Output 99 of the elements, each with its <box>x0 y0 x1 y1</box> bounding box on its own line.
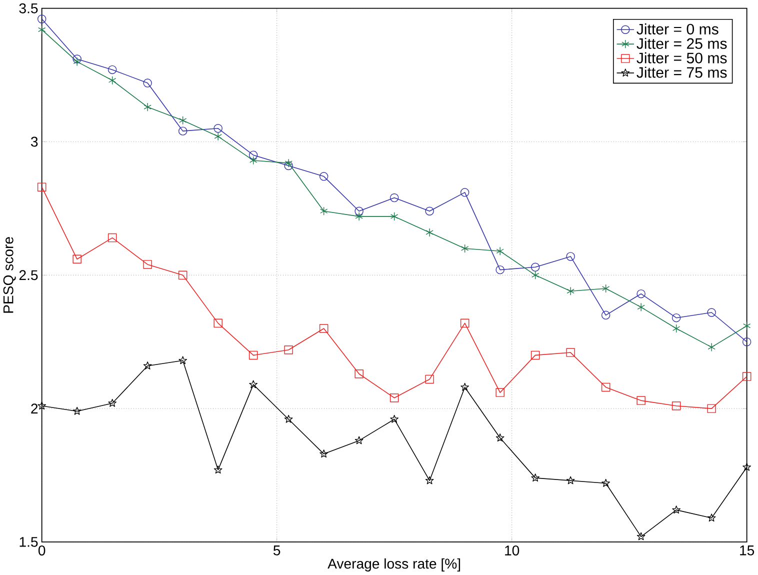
point <box>214 132 222 141</box>
point <box>742 372 752 381</box>
legend-label: Jitter = 75 ms <box>636 66 727 78</box>
point <box>108 65 117 74</box>
point <box>284 346 293 354</box>
point <box>602 284 610 293</box>
point <box>354 436 364 444</box>
point <box>496 434 504 442</box>
point <box>425 374 434 384</box>
point <box>73 57 81 66</box>
x-tick-label: 10 <box>505 546 520 556</box>
point <box>707 514 716 522</box>
point <box>320 450 328 458</box>
legend-label: Jitter = 50 ms <box>636 52 727 64</box>
point <box>354 370 364 378</box>
point <box>496 266 504 274</box>
point <box>284 158 292 168</box>
point <box>178 116 187 125</box>
point <box>425 476 434 484</box>
point <box>248 350 258 360</box>
point <box>530 262 540 272</box>
point <box>601 382 610 392</box>
point <box>602 478 610 487</box>
point <box>319 324 328 333</box>
x-tick-label: 0 <box>38 546 46 556</box>
point <box>37 182 46 192</box>
y-tick-label: 3.5 <box>19 3 38 14</box>
point <box>108 76 116 85</box>
point <box>425 206 434 216</box>
point <box>566 348 575 357</box>
point <box>636 396 646 406</box>
point <box>707 308 716 317</box>
point <box>672 324 680 333</box>
point <box>38 25 46 34</box>
point <box>38 402 46 410</box>
point <box>531 474 540 482</box>
point <box>531 270 540 280</box>
point <box>284 414 293 423</box>
point <box>214 318 222 328</box>
point <box>319 172 328 181</box>
point <box>672 506 680 514</box>
point <box>72 54 82 64</box>
point <box>248 150 258 160</box>
point <box>460 188 470 197</box>
point <box>178 270 188 280</box>
point <box>108 398 117 407</box>
point <box>249 380 258 388</box>
point <box>460 318 470 328</box>
point <box>214 124 222 133</box>
point <box>672 402 681 410</box>
point <box>390 394 399 402</box>
point <box>637 302 645 312</box>
point <box>390 212 398 221</box>
point <box>178 126 188 136</box>
point <box>249 156 258 165</box>
y-tick-label: 2.5 <box>19 270 38 280</box>
point <box>496 246 504 256</box>
point <box>566 476 575 484</box>
point <box>72 406 82 415</box>
point <box>284 161 293 170</box>
point <box>143 260 152 269</box>
point <box>426 228 434 237</box>
legend-label: Jitter = 25 ms <box>636 38 727 50</box>
point <box>496 388 504 398</box>
point <box>742 462 751 471</box>
point <box>320 206 328 216</box>
point <box>72 254 82 264</box>
point <box>708 342 716 352</box>
point <box>707 404 716 414</box>
point <box>672 314 681 322</box>
point <box>178 356 188 364</box>
point <box>355 212 363 221</box>
point <box>143 362 152 370</box>
point <box>143 78 152 88</box>
point <box>566 252 575 261</box>
point <box>742 338 752 346</box>
point <box>566 286 574 296</box>
point <box>37 14 46 24</box>
point <box>636 532 646 540</box>
point <box>390 414 398 423</box>
point <box>530 350 540 360</box>
point <box>460 382 470 391</box>
point <box>214 466 222 474</box>
x-axis-title: Average loss rate [%] <box>328 558 460 572</box>
y-tick-label: 3 <box>30 136 38 147</box>
x-tick-label: 5 <box>273 546 280 556</box>
y-tick-label: 1.5 <box>20 537 38 547</box>
point <box>601 310 610 320</box>
point <box>390 193 399 202</box>
legend-label: Jitter = 0 ms <box>636 24 718 35</box>
point <box>636 290 646 298</box>
y-axis-title: PESQ score <box>3 237 16 313</box>
point <box>144 102 152 112</box>
y-tick-label: 2 <box>31 404 38 414</box>
point <box>742 322 751 330</box>
point <box>354 206 364 216</box>
x-tick-label: 15 <box>740 546 754 556</box>
point <box>460 244 469 253</box>
point <box>108 234 117 242</box>
